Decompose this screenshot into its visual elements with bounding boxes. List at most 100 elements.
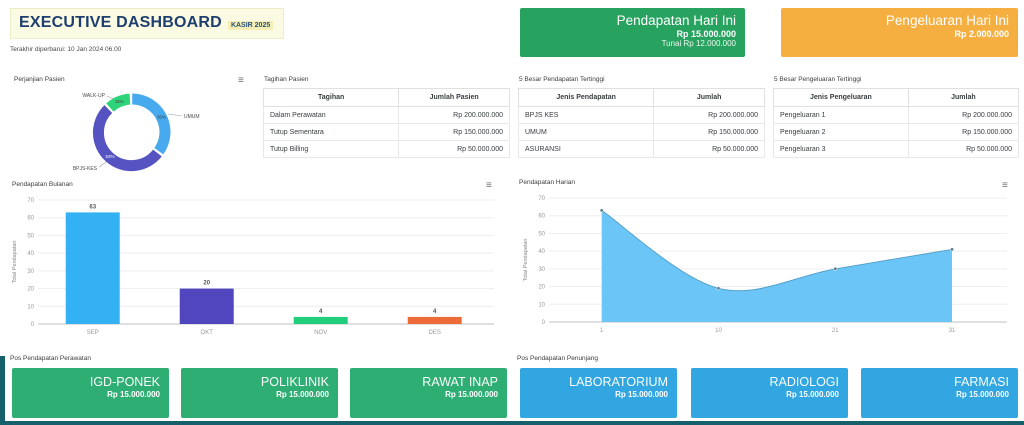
svg-text:10: 10 — [715, 328, 722, 334]
donut-label-line — [167, 113, 183, 117]
svg-text:20: 20 — [27, 287, 34, 293]
svg-text:40: 40 — [538, 249, 545, 255]
appointment-chart-menu-icon[interactable]: ≡ — [238, 75, 244, 86]
donut-label-bpjs: BPJS-KES — [73, 166, 98, 172]
daily-chart-menu-icon[interactable]: ≡ — [1002, 180, 1008, 191]
perawatan-section-label: Pos Pendapatan Perawatan — [10, 355, 91, 362]
donut-label-umum: UMUM — [184, 114, 200, 120]
svg-text:1: 1 — [600, 328, 604, 334]
kpi-card-radiologi: RADIOLOGI Rp 15.000.000 — [691, 368, 848, 418]
pengeluaran5-panel-title: 5 Besar Pengeluaran Tertinggi — [774, 76, 862, 83]
svg-text:0: 0 — [31, 322, 35, 328]
cell-label: BPJS KES — [517, 106, 655, 124]
kpi-value: Rp 15.000.000 — [107, 390, 160, 399]
income-card-value: Rp 15.000.000 — [676, 29, 736, 39]
column-header: Jenis Pendapatan — [517, 88, 655, 107]
svg-text:70: 70 — [27, 198, 34, 204]
kpi-name: LABORATORIUM — [569, 375, 668, 389]
cell-label: UMUM — [517, 123, 655, 141]
svg-text:10: 10 — [538, 302, 545, 308]
cell-label: ASURANSI — [517, 140, 655, 158]
tagihan-table: Tagihan Jumlah Pasien Dalam Perawatan Rp … — [262, 88, 510, 158]
cell-label: Pengeluaran 2 — [773, 123, 909, 141]
pendapatan5-table: Jenis Pendapatan Jumlah BPJS KES Rp 200.0… — [517, 88, 765, 158]
svg-text:10: 10 — [27, 304, 34, 310]
daily-area-chart[interactable]: 0 10 20 30 40 50 60 70 Total Pendapatan 1 10 21 31 — [519, 186, 1017, 346]
column-header: Jenis Pengeluaran — [773, 88, 909, 107]
svg-text:0: 0 — [542, 320, 546, 326]
cell-label: Pengeluaran 1 — [773, 106, 909, 124]
pengeluaran5-table: Jenis Pengeluaran Jumlah Pengeluaran 1 Rp… — [773, 88, 1020, 158]
monthly-bar-chart[interactable]: 0 10 20 30 40 50 60 70 Total Pendapatan 63 SEP 20 OK… — [8, 188, 502, 346]
daily-chart-title: Pendapatan Harian — [519, 179, 576, 186]
income-today-card: Pendapatan Hari Ini Rp 15.000.000 Tunai … — [520, 8, 745, 57]
kpi-name: POLIKLINIK — [260, 375, 329, 389]
svg-text:63: 63 — [89, 204, 96, 210]
table-row: Tutup Sementara Rp 150.000.000 — [262, 123, 510, 141]
income-card-cash: Tunai Rp 12.000.000 — [661, 39, 736, 48]
dashboard-title: EXECUTIVE DASHBOARD — [19, 14, 222, 31]
cell-value: Rp 200.000.000 — [907, 106, 1020, 124]
svg-text:53%: 53% — [105, 154, 114, 159]
svg-text:NOV: NOV — [314, 330, 327, 336]
svg-text:Total Pendapatan: Total Pendapatan — [523, 239, 529, 282]
last-updated: Terakhir diperbarui: 10 Jan 2024 06.00 — [10, 46, 122, 53]
svg-text:Total Pendapatan: Total Pendapatan — [12, 241, 18, 284]
svg-text:4: 4 — [319, 309, 323, 315]
cell-label: Dalam Perawatan — [262, 106, 400, 124]
table-header-row: Tagihan Jumlah Pasien — [262, 88, 510, 107]
page-title: EXECUTIVE DASHBOARD KASIR 2025 — [10, 8, 285, 39]
appointment-panel-title: Perjanjian Pasien — [14, 76, 65, 83]
column-header: Jumlah Pasien — [398, 88, 510, 107]
expense-card-title: Pengeluaran Hari Ini — [885, 13, 1009, 28]
table-row: ASURANSI Rp 50.000.000 — [517, 140, 765, 158]
svg-text:60: 60 — [538, 214, 545, 220]
table-row: Pengeluaran 2 Rp 150.000.000 — [773, 123, 1020, 141]
frame-accent-bottom — [0, 421, 1024, 425]
svg-text:30: 30 — [538, 267, 545, 273]
kpi-card-igd-ponek: IGD-PONEK Rp 15.000.000 — [12, 368, 169, 418]
cell-label: Tutup Sementara — [262, 123, 400, 141]
monthly-chart-menu-icon[interactable]: ≡ — [486, 180, 492, 191]
kpi-card-farmasi: FARMASI Rp 15.000.000 — [861, 368, 1018, 418]
svg-text:DES: DES — [429, 330, 441, 336]
svg-text:70: 70 — [538, 196, 545, 202]
income-card-title: Pendapatan Hari Ini — [616, 13, 736, 28]
appointment-donut-chart[interactable]: WALK-UP UMUM BPJS-KES 11% 36% 53% — [8, 84, 256, 176]
cell-value: Rp 50.000.000 — [398, 140, 510, 158]
cell-value: Rp 200.000.000 — [653, 106, 765, 124]
svg-text:SEP: SEP — [87, 330, 99, 336]
expense-today-card: Pengeluaran Hari Ini Rp 2.000.000 — [781, 8, 1018, 57]
svg-text:20: 20 — [538, 285, 545, 291]
cell-label: Tutup Billing — [262, 140, 400, 158]
svg-text:36%: 36% — [157, 115, 166, 120]
cell-value: Rp 50.000.000 — [653, 140, 765, 158]
cell-label: Pengeluaran 3 — [773, 140, 909, 158]
kpi-value: Rp 15.000.000 — [615, 390, 668, 399]
column-header: Jumlah — [653, 88, 765, 107]
kpi-value: Rp 15.000.000 — [276, 390, 329, 399]
monthly-chart-title: Pendapatan Bulanan — [12, 181, 73, 188]
svg-text:50: 50 — [27, 233, 34, 239]
penunjang-section-label: Pos Pendapatan Penunjang — [517, 355, 598, 362]
kpi-name: RAWAT INAP — [422, 375, 498, 389]
table-row: Tutup Billing Rp 50.000.000 — [262, 140, 510, 158]
kpi-value: Rp 15.000.000 — [445, 390, 498, 399]
svg-text:11%: 11% — [115, 99, 124, 104]
svg-text:50: 50 — [538, 231, 545, 237]
cell-value: Rp 200.000.000 — [398, 106, 510, 124]
cell-value: Rp 150.000.000 — [653, 123, 765, 141]
donut-label-walkup: WALK-UP — [82, 93, 105, 99]
kpi-card-poliklinik: POLIKLINIK Rp 15.000.000 — [181, 368, 338, 418]
svg-text:4: 4 — [433, 309, 437, 315]
svg-text:60: 60 — [27, 216, 34, 222]
svg-text:40: 40 — [27, 251, 34, 257]
table-row: UMUM Rp 150.000.000 — [517, 123, 765, 141]
kpi-card-laboratorium: LABORATORIUM Rp 15.000.000 — [520, 368, 677, 418]
table-row: Pengeluaran 3 Rp 50.000.000 — [773, 140, 1020, 158]
cell-value: Rp 150.000.000 — [907, 123, 1020, 141]
svg-text:20: 20 — [203, 281, 210, 287]
kpi-value: Rp 15.000.000 — [956, 390, 1009, 399]
table-row: Pengeluaran 1 Rp 200.000.000 — [773, 106, 1020, 124]
